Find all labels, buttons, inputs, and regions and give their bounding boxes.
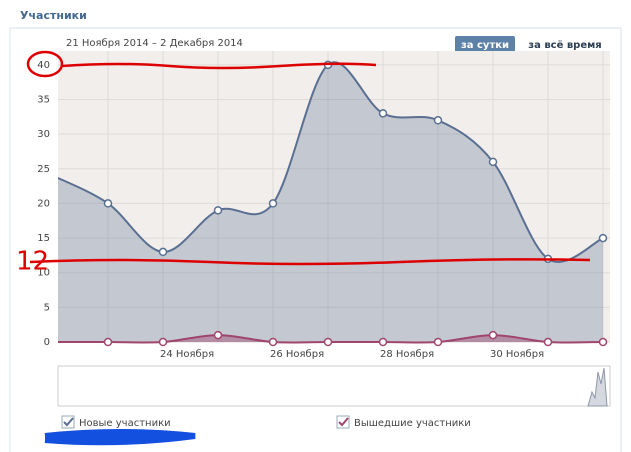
point	[598, 337, 608, 347]
y-tick-label: 5	[44, 302, 50, 313]
button[interactable]: за сутки	[461, 40, 509, 51]
y-tick-label: 35	[37, 95, 50, 106]
hand-line	[61, 62, 377, 70]
x-tick-label: 24 Ноября	[160, 349, 214, 360]
period: 21 Ноября 2014 – 2 Декабря 2014	[66, 38, 243, 49]
point	[488, 157, 498, 167]
point	[378, 109, 388, 118]
series-area	[58, 62, 603, 342]
point	[103, 199, 113, 208]
x-tick-label: 28 Ноября	[380, 349, 434, 360]
y-tick-label: 0	[44, 337, 50, 348]
y-tick-label: 15	[37, 233, 50, 244]
x-tick-label: 30 Ноября	[490, 349, 544, 360]
annotation: 12	[16, 247, 49, 277]
legend-check	[63, 417, 74, 427]
point	[158, 247, 168, 257]
hand-scribble	[44, 429, 196, 446]
navigator	[57, 365, 611, 407]
point	[543, 337, 553, 347]
point	[158, 337, 168, 347]
legend-label: Новые участники	[79, 418, 171, 429]
point	[323, 337, 333, 347]
button-bg[interactable]	[455, 36, 515, 54]
legend-label: Вышедшие участники	[354, 418, 471, 429]
navigator-sparkline	[587, 367, 608, 407]
point	[268, 199, 278, 208]
y-tick-label: 25	[37, 164, 50, 175]
point	[433, 337, 443, 347]
y-tick-label: 20	[37, 198, 50, 209]
point	[598, 233, 608, 243]
legend-check	[338, 417, 349, 427]
point	[378, 337, 388, 347]
y-tick-label: 30	[37, 129, 50, 140]
series-area	[58, 335, 603, 343]
panel-title: Участники	[20, 9, 87, 22]
point	[213, 206, 223, 215]
point	[488, 330, 498, 340]
point	[268, 337, 278, 347]
button[interactable]: за всё время	[528, 39, 601, 51]
hand-circle	[26, 50, 64, 78]
point	[103, 337, 113, 347]
point	[433, 116, 443, 125]
point	[213, 330, 223, 340]
x-tick-label: 26 Ноября	[270, 349, 324, 360]
hand-line	[29, 258, 591, 266]
y-tick-label: 40	[37, 60, 50, 71]
y-tick-label: 10	[37, 268, 50, 279]
